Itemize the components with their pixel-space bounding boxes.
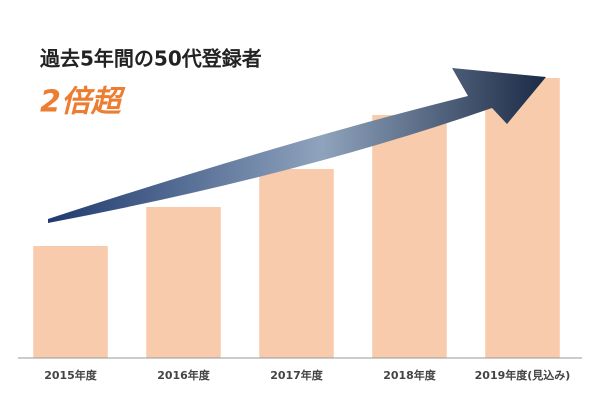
x-tick-label: 2019年度(見込み) [475,368,571,382]
bar [259,169,334,358]
bar [372,115,447,358]
x-tick-label: 2016年度 [157,368,211,382]
bar [485,78,560,358]
growth-arrow [48,68,546,223]
chart-title: 過去5年間の50代登録者 [40,47,262,71]
x-tick-label: 2017年度 [270,368,324,382]
bars [33,78,560,358]
x-tick-label: 2015年度 [44,368,98,382]
chart-subtitle: 2倍超 [40,85,126,120]
x-tick-label: 2018年度 [383,368,437,382]
bar [33,246,108,358]
bar [146,207,221,358]
